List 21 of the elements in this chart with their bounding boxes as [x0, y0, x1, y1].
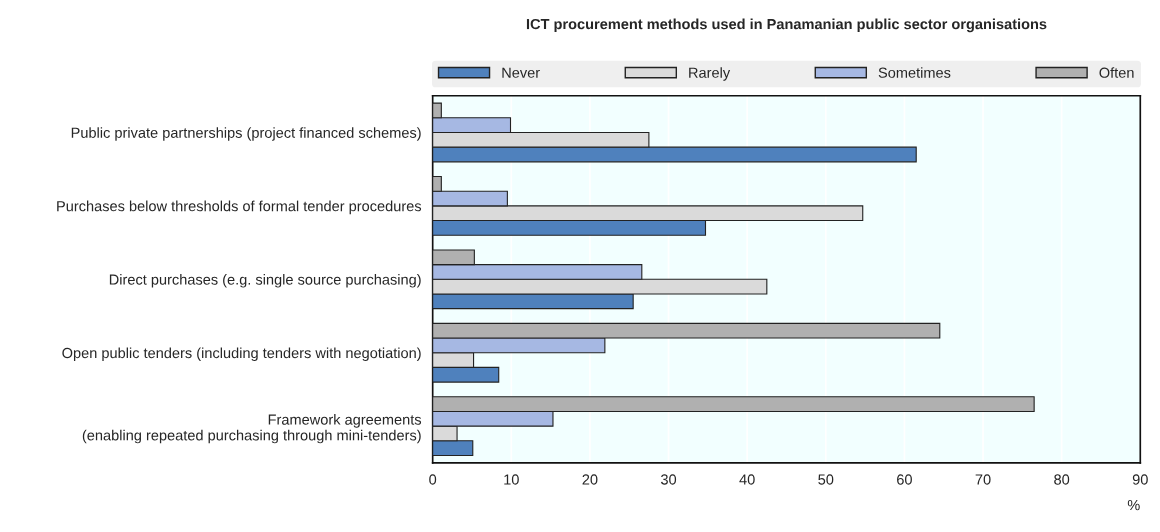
y-tick-label: Framework agreements (enabling repeated purchasing through mini-tenders) — [82, 414, 422, 444]
chart-title: ICT procurement methods used in Panamanian public sector organisations — [526, 18, 1047, 33]
x-tick-label: 20 — [582, 474, 598, 485]
x-tick-label: 70 — [975, 474, 991, 485]
x-tick-label: 50 — [818, 474, 834, 485]
x-tick-label: 90 — [1132, 474, 1148, 485]
y-tick-label: Public private partnerships (project financed schemes) — [71, 127, 421, 141]
x-tick-label: 10 — [504, 474, 519, 485]
x-axis-title: % — [1127, 500, 1140, 511]
x-tick-label: 80 — [1054, 474, 1070, 485]
legend-label: Rarely — [689, 67, 731, 81]
legend-label: Often — [1099, 67, 1134, 78]
x-tick-label: 40 — [739, 474, 755, 485]
x-tick-label: 30 — [660, 474, 677, 485]
x-tick-label: 60 — [897, 474, 912, 485]
y-tick-label: Open public tenders (including tenders with negotiation) — [62, 347, 421, 362]
legend-label: Sometimes — [878, 67, 951, 78]
legend-label: Never — [502, 67, 540, 78]
x-tick-label: 0 — [429, 474, 437, 485]
y-tick-label: Direct purchases (e.g. single source purchasing) — [109, 274, 421, 288]
y-tick-label: Purchases below thresholds of formal tender procedures — [57, 200, 422, 215]
